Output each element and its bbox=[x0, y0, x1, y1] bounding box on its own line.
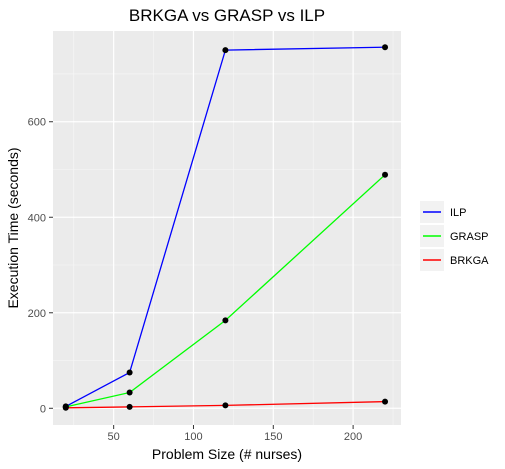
data-point-grasp bbox=[127, 390, 133, 396]
data-point-ilp bbox=[127, 369, 133, 375]
data-point-ilp bbox=[382, 44, 388, 50]
y-tick-label: 400 bbox=[28, 212, 46, 224]
legend-label-brkga: BRKGA bbox=[450, 255, 489, 267]
y-tick-label: 200 bbox=[28, 308, 46, 320]
data-point-brkga bbox=[127, 404, 133, 410]
legend: ILP GRASP BRKGA bbox=[420, 201, 489, 271]
data-point-ilp bbox=[222, 47, 228, 53]
chart-title: BRKGA vs GRASP vs ILP bbox=[129, 6, 325, 25]
x-axis-label: Problem Size (# nurses) bbox=[152, 446, 302, 462]
y-tick-label: 0 bbox=[40, 403, 46, 415]
y-tick-label: 600 bbox=[28, 117, 46, 129]
data-point-grasp bbox=[382, 172, 388, 178]
data-point-brkga bbox=[382, 399, 388, 405]
x-tick-label: 50 bbox=[108, 431, 120, 443]
data-point-brkga bbox=[63, 405, 69, 411]
data-point-brkga bbox=[222, 402, 228, 408]
legend-label-grasp: GRASP bbox=[450, 231, 489, 243]
x-tick-label: 200 bbox=[344, 431, 362, 443]
legend-label-ilp: ILP bbox=[450, 207, 467, 219]
x-tick-label: 150 bbox=[264, 431, 282, 443]
plot-panel bbox=[53, 31, 401, 425]
x-tick-label: 100 bbox=[184, 431, 202, 443]
data-point-grasp bbox=[222, 317, 228, 323]
y-axis-label: Execution Time (seconds) bbox=[5, 147, 21, 308]
